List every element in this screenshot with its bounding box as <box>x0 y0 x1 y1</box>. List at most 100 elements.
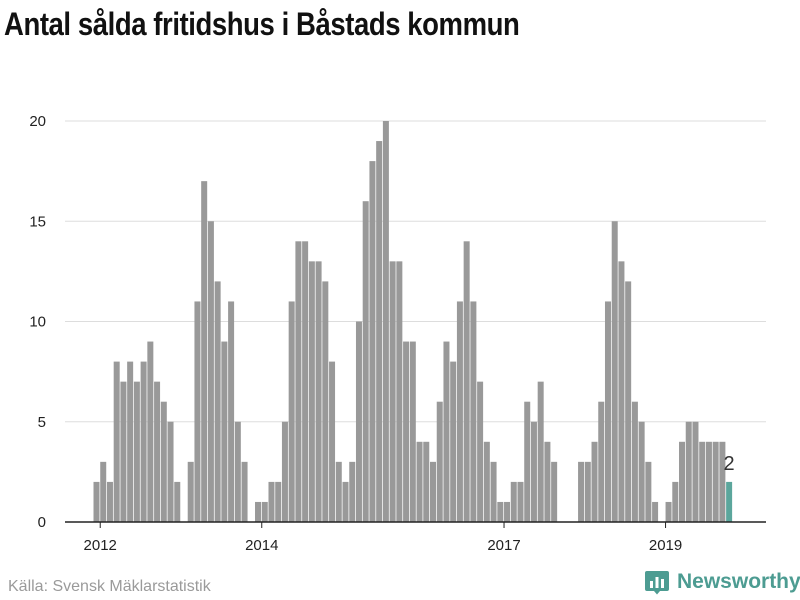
source-text: Källa: Svensk Mäklarstatistik <box>8 578 211 595</box>
bar <box>537 381 544 522</box>
bar-latest <box>726 481 733 522</box>
bar <box>638 421 645 522</box>
newsworthy-logo-icon <box>645 571 669 595</box>
bar <box>604 301 611 522</box>
bar <box>645 461 652 522</box>
bar <box>652 501 659 522</box>
bar <box>685 421 692 522</box>
bar <box>625 281 632 522</box>
bar <box>187 461 194 522</box>
bar <box>409 341 416 522</box>
chart-title: Antal sålda fritidshus i Båstads kommun <box>4 6 520 42</box>
bar <box>308 261 315 522</box>
bar <box>598 401 605 522</box>
bar <box>322 281 329 522</box>
bar <box>705 441 712 522</box>
bar <box>443 341 450 522</box>
bar <box>349 461 356 522</box>
bar <box>470 301 477 522</box>
y-tick-label: 5 <box>38 414 46 431</box>
bar <box>672 481 679 522</box>
bar <box>477 381 484 522</box>
bar <box>504 501 511 522</box>
logo-bar-3 <box>661 579 664 588</box>
y-tick-label: 10 <box>29 314 46 331</box>
bar <box>631 401 638 522</box>
bar <box>127 361 134 522</box>
bar <box>679 441 686 522</box>
bar <box>335 461 342 522</box>
bar <box>295 241 302 523</box>
bar <box>93 481 100 522</box>
y-axis-ticks: 0 5 10 15 20 <box>29 113 46 531</box>
bar <box>524 401 531 522</box>
brand-logo: Newsworthy <box>644 569 800 595</box>
bar <box>450 361 457 522</box>
bar <box>463 241 470 523</box>
bar <box>140 361 147 522</box>
bar <box>618 261 625 522</box>
bars <box>93 121 733 523</box>
bar <box>100 461 107 522</box>
bar <box>510 481 517 522</box>
bar <box>430 461 436 522</box>
x-tick-label: 2019 <box>649 537 682 554</box>
bar <box>490 461 497 522</box>
bar <box>302 241 309 523</box>
bar <box>403 341 410 522</box>
bar <box>255 501 262 522</box>
bar <box>228 301 235 522</box>
bar <box>241 461 248 522</box>
logo-bar-1 <box>650 581 653 588</box>
bar <box>436 401 443 522</box>
bar <box>214 281 221 522</box>
bar <box>106 481 113 522</box>
bar <box>221 341 228 522</box>
bar <box>416 441 423 522</box>
bar <box>483 441 490 522</box>
bar <box>315 261 322 522</box>
bar <box>423 441 430 522</box>
bar <box>234 421 241 522</box>
last-value-label: 2 <box>724 453 735 475</box>
bar <box>268 481 275 522</box>
bar <box>591 441 598 522</box>
bar <box>275 481 282 522</box>
bar <box>113 361 120 522</box>
bar <box>578 461 585 522</box>
x-tick-label: 2012 <box>84 537 117 554</box>
x-tick-label: 2017 <box>487 537 520 554</box>
bar <box>382 121 389 522</box>
y-tick-label: 20 <box>29 113 46 130</box>
x-tick-label: 2014 <box>245 537 278 554</box>
bar <box>201 181 208 522</box>
bar <box>584 461 591 522</box>
bar <box>133 381 140 522</box>
bar <box>376 141 383 523</box>
gridlines <box>65 120 766 423</box>
bar <box>517 481 524 522</box>
bar <box>456 301 463 522</box>
bar <box>329 361 336 522</box>
bar <box>355 321 362 522</box>
bar <box>551 461 558 522</box>
bar <box>160 401 167 522</box>
bar <box>692 421 699 522</box>
bar <box>154 381 161 522</box>
bar <box>396 261 403 522</box>
bar <box>369 161 376 522</box>
bar <box>544 441 551 522</box>
logo-bar-2 <box>655 577 659 588</box>
bar <box>261 501 268 522</box>
bar <box>362 201 369 522</box>
bar <box>120 381 127 522</box>
bar <box>281 421 288 522</box>
bar <box>389 261 396 522</box>
bar <box>288 301 295 522</box>
bar <box>342 481 349 522</box>
y-tick-label: 15 <box>29 213 46 230</box>
bar <box>207 221 214 522</box>
y-tick-label: 0 <box>38 514 46 531</box>
bar <box>530 421 537 522</box>
